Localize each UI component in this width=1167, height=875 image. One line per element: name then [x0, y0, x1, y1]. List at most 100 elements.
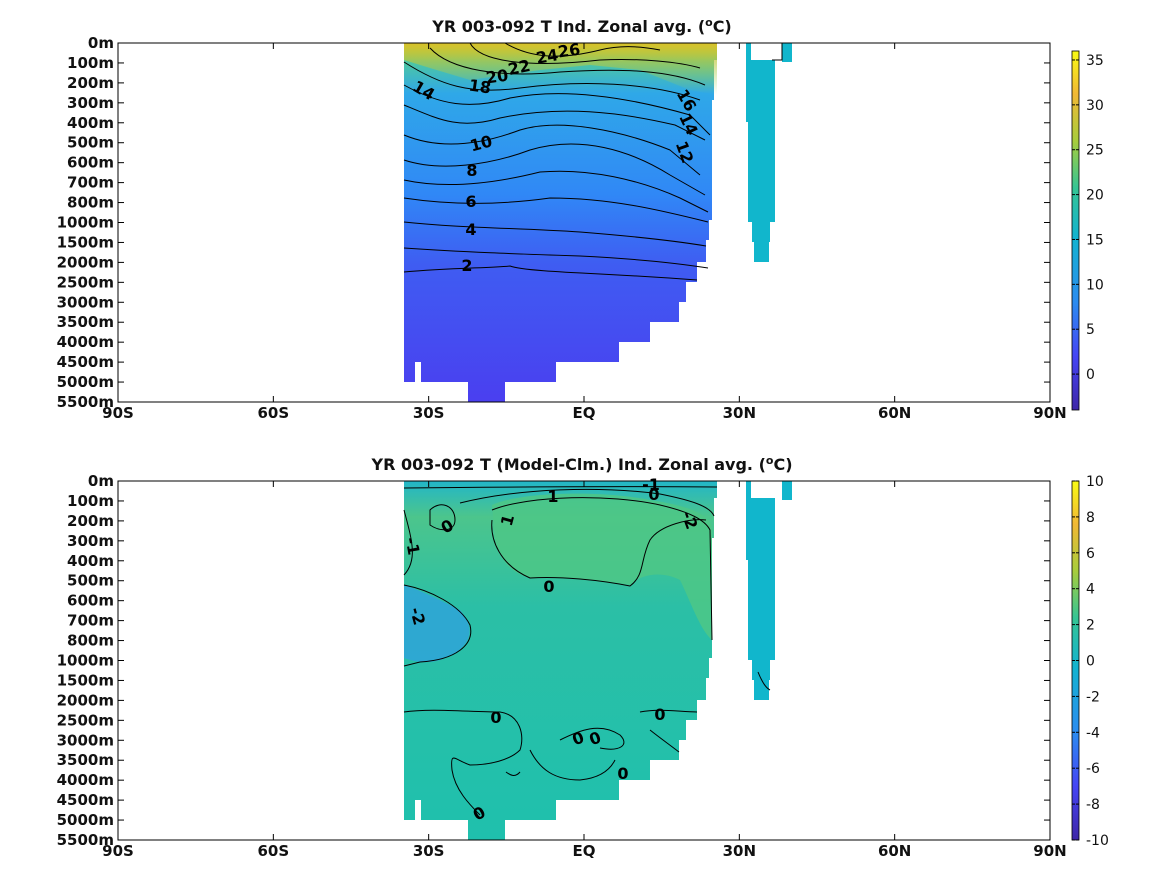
contour-label: 0 [648, 485, 659, 504]
colorbar-tick-label: -8 [1086, 797, 1100, 813]
x-tick-label: 90N [1033, 404, 1066, 422]
colorbar-tick-label: 5 [1086, 322, 1095, 338]
y-tick-label: 3000m [57, 293, 114, 311]
contour-label: 0 [490, 708, 501, 727]
contour-label: 1 [547, 487, 558, 506]
y-tick-label: 4000m [57, 771, 114, 789]
y-tick-label: 2000m [57, 253, 114, 271]
y-tick-label: 500m [67, 572, 114, 590]
y-tick-label: 3000m [57, 731, 114, 749]
y-tick-label: 4500m [57, 353, 114, 371]
y-tick-label: 800m [67, 632, 114, 650]
contour-label: -1 [402, 536, 424, 557]
colorbar-tick-label: 25 [1086, 143, 1104, 159]
contour-label: 20 [485, 66, 510, 88]
y-tick-label: 3500m [57, 751, 114, 769]
x-tick-label: 90S [102, 404, 134, 422]
y-tick-label: 0m [88, 34, 114, 52]
y-tick-label: 5500m [57, 831, 114, 849]
contour-label: -2 [406, 605, 429, 627]
colorbar-tick-label: -2 [1086, 689, 1100, 705]
y-tick-label: 400m [67, 114, 114, 132]
y-tick-label: 200m [67, 74, 114, 92]
colorbar-tick-label: 10 [1086, 474, 1104, 490]
colorbar-tick-label: 30 [1086, 98, 1104, 114]
y-tick-label: 600m [67, 154, 114, 172]
contour-label: 6 [465, 192, 476, 211]
y-tick-label: 500m [67, 134, 114, 152]
contour-label: -1 [642, 475, 660, 494]
contours-anomaly [403, 486, 771, 816]
contour-label: -2 [678, 509, 702, 532]
y-tick-label: 1500m [57, 671, 114, 689]
contour-label: 1 [497, 512, 518, 528]
axis-ticks-1: 0m100m200m300m400m500m600m700m800m1000m1… [57, 34, 1067, 422]
y-tick-label: 300m [67, 94, 114, 112]
x-tick-label: EQ [573, 404, 596, 422]
x-tick-label: 90S [102, 842, 134, 860]
y-tick-label: 4500m [57, 791, 114, 809]
northern-band-1 [746, 43, 775, 262]
y-tick-label: 4000m [57, 333, 114, 351]
y-tick-label: 1500m [57, 233, 114, 251]
y-tick-label: 400m [67, 552, 114, 570]
y-tick-label: 5500m [57, 393, 114, 411]
temperature-field [404, 43, 717, 402]
x-tick-label: 30N [723, 404, 756, 422]
y-tick-label: 1000m [57, 652, 114, 670]
contour-label: 0 [654, 705, 665, 724]
colorbar-ticks-1: 35 30 25 20 15 10 5 0 [1072, 53, 1104, 383]
colorbar-tick-label: 10 [1086, 277, 1104, 293]
colorbar-tick-label: 2 [1086, 618, 1095, 634]
contours-temperature [403, 42, 783, 281]
x-tick-label: 60S [257, 842, 289, 860]
northern-band-2 [782, 43, 792, 62]
x-tick-label: 60S [257, 404, 289, 422]
axis-ticks-2: 0m100m200m300m400m500m600m700m800m1000m1… [57, 472, 1067, 860]
y-tick-label: 3500m [57, 313, 114, 331]
y-tick-label: 5000m [57, 811, 114, 829]
colorbar-ticks-2: 10 8 6 4 2 0 -2 -4 -6 -8 -10 [1072, 474, 1109, 849]
y-tick-label: 2500m [57, 711, 114, 729]
colorbar-tick-label: 0 [1086, 654, 1095, 670]
x-tick-label: 60N [878, 404, 911, 422]
contour-label: 8 [466, 161, 477, 180]
y-tick-label: 0m [88, 472, 114, 490]
y-tick-label: 600m [67, 592, 114, 610]
panel-anomaly: YR 003-092 T (Model-Clm.) Ind. Zonal avg… [57, 454, 1109, 860]
y-tick-label: 300m [67, 532, 114, 550]
anomaly-cool-region [404, 585, 470, 663]
contour-label: 18 [468, 76, 493, 98]
y-tick-label: 700m [67, 174, 114, 192]
contour-label: 0 [617, 764, 628, 783]
y-tick-label: 200m [67, 512, 114, 530]
x-tick-label: EQ [573, 842, 596, 860]
northern-band-4 [782, 481, 792, 500]
y-tick-label: 700m [67, 612, 114, 630]
x-tick-label: 60N [878, 842, 911, 860]
anomaly-warm-region [492, 493, 712, 640]
colorbar-1 [1071, 50, 1080, 411]
colorbar-tick-label: 35 [1086, 53, 1104, 69]
y-tick-label: 5000m [57, 373, 114, 391]
colorbar-tick-label: 20 [1086, 188, 1104, 204]
panel-temperature: YR 003-092 T Ind. Zonal avg. (oC) 26 [57, 16, 1104, 422]
y-tick-label: 2500m [57, 273, 114, 291]
northern-band-3 [746, 481, 775, 700]
colorbar-tick-label: 8 [1086, 510, 1095, 526]
chart-title-2: YR 003-092 T (Model-Clm.) Ind. Zonal avg… [370, 454, 792, 474]
contour-label: 4 [465, 220, 476, 239]
colorbar-tick-label: 0 [1086, 367, 1095, 383]
colorbar-tick-label: 6 [1086, 546, 1095, 562]
y-tick-label: 800m [67, 194, 114, 212]
x-tick-label: 30S [413, 842, 445, 860]
temperature-warm-layer [404, 43, 717, 95]
contour-label: 0 [543, 577, 554, 596]
x-tick-label: 30N [723, 842, 756, 860]
chart-title-1: YR 003-092 T Ind. Zonal avg. (oC) [431, 16, 732, 36]
y-tick-label: 100m [67, 54, 114, 72]
x-tick-label: 90N [1033, 842, 1066, 860]
contour-label: 26 [557, 40, 582, 62]
colorbar-tick-label: -4 [1086, 725, 1100, 741]
